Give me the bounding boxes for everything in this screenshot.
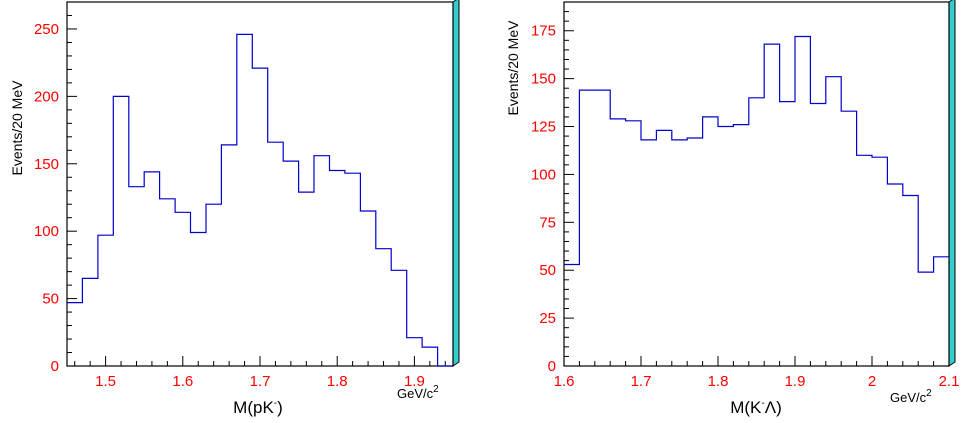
x-tick-label: 1.8 xyxy=(708,373,729,390)
x-tick-label: 1.6 xyxy=(554,373,575,390)
y-tick-label: 75 xyxy=(539,214,556,231)
y-axis-label: Events/20 MeV xyxy=(9,80,25,176)
y-tick-label: 125 xyxy=(531,119,556,136)
x-ticks: 1.5 1.6 1.7 1.8 1.9 xyxy=(74,356,446,390)
x-tick-label: 1.9 xyxy=(785,373,806,390)
plot-frame xyxy=(66,1,454,367)
y-tick-label: 0 xyxy=(51,358,59,375)
y-tick-label: 175 xyxy=(531,23,556,40)
x-tick-label: 1.9 xyxy=(404,373,425,390)
y-tick-label: 100 xyxy=(531,166,556,183)
y-tick-label: 200 xyxy=(34,88,59,105)
y-tick-label: 100 xyxy=(34,223,59,240)
y-tick-label: 50 xyxy=(539,262,556,279)
y-tick-label: 50 xyxy=(42,291,59,308)
histogram-line xyxy=(67,33,453,367)
y-ticks: 0 50 100 150 200 250 xyxy=(34,1,77,375)
y-tick-label: 0 xyxy=(548,358,556,375)
y-axis-label: Events/20 MeV xyxy=(505,20,521,116)
x-tick-label: 1.6 xyxy=(172,373,193,390)
y-tick-label: 150 xyxy=(531,71,556,88)
frame-shadow xyxy=(948,0,956,367)
histogram-line xyxy=(564,35,949,273)
x-ticks: 1.6 1.7 1.8 1.9 2 2.1 xyxy=(554,356,960,390)
x-tick-label: 1.8 xyxy=(327,373,348,390)
y-tick-label: 150 xyxy=(34,156,59,173)
y-tick-label: 25 xyxy=(539,310,556,327)
x-tick-label: 2.1 xyxy=(939,373,960,390)
frame-shadow xyxy=(452,0,460,367)
y-ticks: 0 25 50 75 100 125 150 175 xyxy=(531,1,574,375)
x-axis-label: M(K-Λ) xyxy=(730,398,782,417)
x-axis-unit: GeV/c2 xyxy=(397,384,439,401)
left-histogram-panel: 0 50 100 150 200 250 1.5 1.6 1.7 1.8 1.9 Events/2… xyxy=(9,0,460,417)
right-histogram-panel: 0 25 50 75 100 125 150 175 1.6 1.7 1.8 1.9 2 2.1 Eve… xyxy=(505,0,959,417)
x-tick-label: 1.5 xyxy=(95,373,116,390)
x-axis-label: M(pK-) xyxy=(233,398,283,417)
x-axis-unit: GeV/c2 xyxy=(890,388,932,405)
x-tick-label: 1.7 xyxy=(631,373,652,390)
x-tick-label: 1.7 xyxy=(250,373,271,390)
y-tick-label: 250 xyxy=(34,21,59,38)
x-tick-label: 2 xyxy=(868,373,876,390)
